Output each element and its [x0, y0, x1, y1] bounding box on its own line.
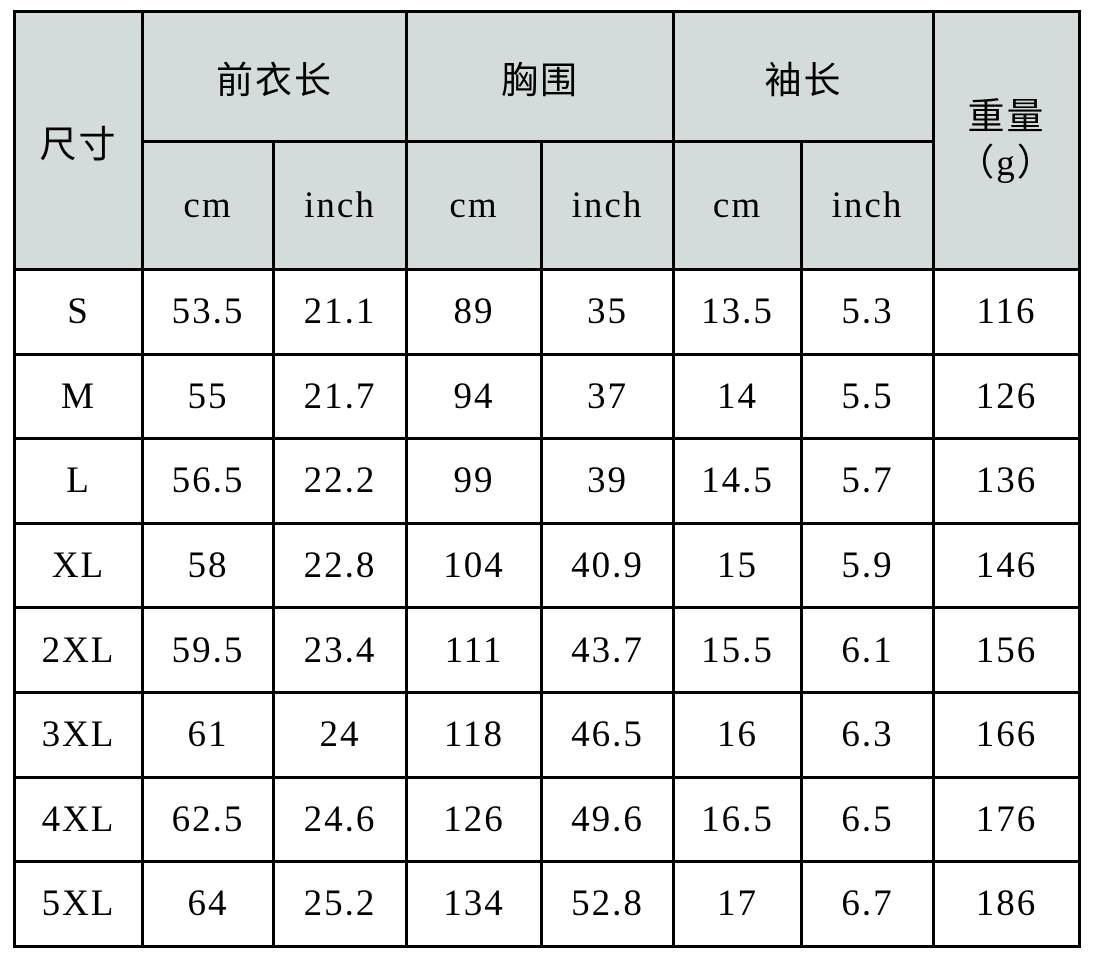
- cell-sleeve-cm: 15.5: [672, 606, 803, 694]
- cell-size: 5XL: [13, 860, 144, 948]
- table-row: M 55 21.7 94 37 14 5.5 126: [13, 352, 1081, 441]
- cell-chest-inch: 35: [540, 268, 675, 356]
- table-row: S 53.5 21.1 89 35 13.5 5.3 116: [13, 268, 1081, 356]
- table-row: XL 58 22.8 104 40.9 15 5.9 146: [13, 521, 1081, 610]
- cell-front-cm: 62.5: [141, 775, 275, 864]
- cell-front-inch: 21.7: [272, 352, 408, 441]
- cell-weight: 116: [932, 268, 1081, 356]
- header-unit-sleeve-inch: inch: [800, 140, 935, 271]
- header-group-front-length: 前衣长: [141, 10, 408, 143]
- cell-chest-inch: 37: [540, 352, 675, 441]
- cell-chest-cm: 126: [405, 775, 543, 864]
- cell-sleeve-inch: 6.7: [800, 860, 935, 948]
- header-weight-line-1: 重量: [967, 97, 1046, 139]
- cell-front-inch: 24: [272, 690, 408, 779]
- cell-chest-cm: 118: [405, 690, 543, 779]
- cell-chest-cm: 134: [405, 860, 543, 948]
- cell-chest-inch: 39: [540, 437, 675, 525]
- header-unit-front-inch: inch: [272, 140, 408, 271]
- cell-weight: 136: [932, 437, 1081, 525]
- table-row: 5XL 64 25.2 134 52.8 17 6.7 186: [13, 860, 1081, 948]
- cell-front-inch: 21.1: [272, 268, 408, 356]
- table-row: L 56.5 22.2 99 39 14.5 5.7 136: [13, 437, 1081, 525]
- size-chart-container: 尺寸 前衣长 胸围 袖长 重量 （g） cm inch cm inch cm in…: [13, 10, 1081, 948]
- cell-front-inch: 22.2: [272, 437, 408, 525]
- cell-weight: 146: [932, 521, 1081, 610]
- cell-front-inch: 23.4: [272, 606, 408, 694]
- cell-size: 2XL: [13, 606, 144, 694]
- header-group-sleeve-length: 袖长: [672, 10, 935, 143]
- cell-weight: 126: [932, 352, 1081, 441]
- cell-sleeve-cm: 17: [672, 860, 803, 948]
- header-unit-chest-inch: inch: [540, 140, 675, 271]
- cell-chest-inch: 43.7: [540, 606, 675, 694]
- cell-weight: 176: [932, 775, 1081, 864]
- cell-sleeve-inch: 5.9: [800, 521, 935, 610]
- cell-size: S: [13, 268, 144, 356]
- cell-front-cm: 55: [141, 352, 275, 441]
- cell-chest-inch: 49.6: [540, 775, 675, 864]
- header-row-units: cm inch cm inch cm inch: [15, 140, 1080, 271]
- cell-front-inch: 22.8: [272, 521, 408, 610]
- cell-size: 4XL: [13, 775, 144, 864]
- cell-front-cm: 59.5: [141, 606, 275, 694]
- cell-sleeve-cm: 14: [672, 352, 803, 441]
- header-weight-line-2: （g）: [957, 142, 1056, 184]
- cell-sleeve-cm: 15: [672, 521, 803, 610]
- table-row: 2XL 59.5 23.4 111 43.7 15.5 6.1 156: [13, 606, 1081, 694]
- cell-chest-cm: 89: [405, 268, 543, 356]
- cell-sleeve-inch: 6.5: [800, 775, 935, 864]
- cell-front-inch: 25.2: [272, 860, 408, 948]
- size-chart-table: 尺寸 前衣长 胸围 袖长 重量 （g） cm inch cm inch cm in…: [13, 10, 1081, 948]
- cell-weight: 166: [932, 690, 1081, 779]
- header-row-groups: 尺寸 前衣长 胸围 袖长 重量 （g）: [13, 10, 1081, 271]
- cell-size: L: [13, 437, 144, 525]
- cell-sleeve-cm: 16.5: [672, 775, 803, 864]
- cell-sleeve-inch: 6.1: [800, 606, 935, 694]
- cell-chest-cm: 94: [405, 352, 543, 441]
- header-size-label: 尺寸: [13, 10, 144, 271]
- header-unit-sleeve-cm: cm: [672, 140, 803, 271]
- cell-size: 3XL: [13, 690, 144, 779]
- cell-chest-cm: 104: [405, 521, 543, 610]
- cell-size: M: [13, 352, 144, 441]
- cell-chest-cm: 111: [405, 606, 543, 694]
- cell-chest-inch: 52.8: [540, 860, 675, 948]
- header-unit-front-cm: cm: [141, 140, 275, 271]
- cell-sleeve-inch: 5.5: [800, 352, 935, 441]
- header-unit-chest-cm: cm: [405, 140, 543, 271]
- cell-front-cm: 53.5: [141, 268, 275, 356]
- cell-front-cm: 61: [141, 690, 275, 779]
- cell-sleeve-inch: 5.3: [800, 268, 935, 356]
- cell-chest-cm: 99: [405, 437, 543, 525]
- cell-front-cm: 64: [141, 860, 275, 948]
- cell-front-cm: 56.5: [141, 437, 275, 525]
- cell-weight: 186: [932, 860, 1081, 948]
- cell-size: XL: [13, 521, 144, 610]
- cell-chest-inch: 40.9: [540, 521, 675, 610]
- cell-sleeve-cm: 14.5: [672, 437, 803, 525]
- cell-chest-inch: 46.5: [540, 690, 675, 779]
- cell-sleeve-cm: 16: [672, 690, 803, 779]
- header-group-chest: 胸围: [405, 10, 675, 143]
- cell-weight: 156: [932, 606, 1081, 694]
- cell-sleeve-cm: 13.5: [672, 268, 803, 356]
- cell-sleeve-inch: 5.7: [800, 437, 935, 525]
- cell-front-cm: 58: [141, 521, 275, 610]
- header-weight-label: 重量 （g）: [932, 10, 1081, 271]
- table-row: 3XL 61 24 118 46.5 16 6.3 166: [13, 690, 1081, 779]
- cell-front-inch: 24.6: [272, 775, 408, 864]
- cell-sleeve-inch: 6.3: [800, 690, 935, 779]
- table-row: 4XL 62.5 24.6 126 49.6 16.5 6.5 176: [13, 775, 1081, 864]
